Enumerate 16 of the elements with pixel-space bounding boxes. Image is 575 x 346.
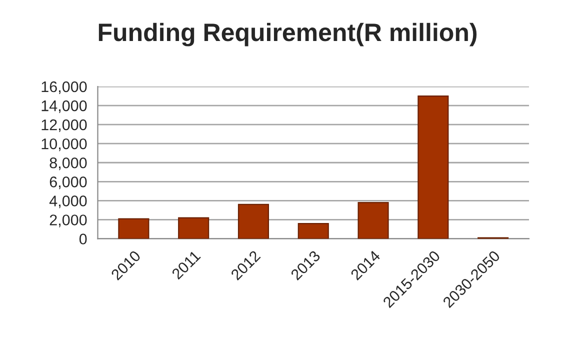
- bar: [178, 217, 210, 239]
- y-tick-label: 4,000: [49, 196, 87, 208]
- y-tick-label: 10,000: [42, 138, 87, 152]
- y-tick-label: 6,000: [50, 176, 87, 190]
- bar: [238, 204, 270, 239]
- bar: [118, 218, 150, 239]
- chart-title: Funding Requirement(R million): [98, 22, 477, 46]
- bar: [358, 202, 389, 239]
- y-tick-label: 2,000: [50, 214, 87, 228]
- bar: [418, 95, 449, 239]
- y-tick-label: 12,000: [42, 119, 87, 132]
- y-tick-label: 14,000: [42, 100, 87, 114]
- y-tick-label: 8,000: [50, 157, 87, 170]
- y-tick-label: 16,000: [42, 81, 87, 94]
- bar: [298, 222, 329, 239]
- y-tick-label: 0: [79, 234, 87, 244]
